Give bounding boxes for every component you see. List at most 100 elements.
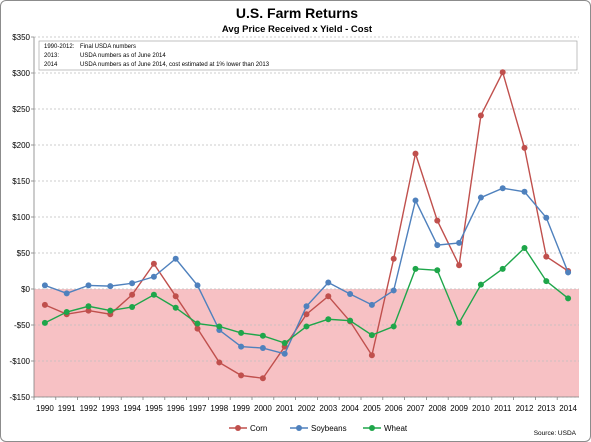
x-tick-label: 2002 (298, 404, 316, 413)
legend-swatch-marker (369, 425, 375, 431)
soybeans-point (129, 280, 136, 287)
wheat-point (390, 323, 397, 330)
note-label-1: 1990-2012: (44, 44, 75, 50)
wheat-point (63, 309, 70, 316)
y-tick-label: $0 (21, 285, 30, 294)
x-tick-label: 2009 (450, 404, 468, 413)
y-tick-label: -$100 (10, 357, 31, 366)
wheat-point (303, 323, 310, 330)
x-tick-label: 2007 (407, 404, 425, 413)
y-tick-label: $300 (12, 69, 30, 78)
x-tick-label: 1998 (210, 404, 228, 413)
corn-point (238, 372, 245, 379)
corn-point (434, 217, 441, 224)
note-text-2: USDA numbers as of June 2014 (80, 53, 166, 59)
wheat-point (194, 320, 201, 327)
wheat-point (172, 304, 179, 311)
soybeans-point (41, 282, 48, 289)
x-tick-label: 1995 (145, 404, 163, 413)
legend-item-soybeans: Soybeans (290, 424, 347, 433)
notes-box: 1990-2012: Final USDA numbers 2013: USDA… (38, 40, 578, 71)
corn-point (499, 69, 506, 76)
wheat-point (281, 340, 288, 346)
legend-label-corn: Corn (250, 424, 267, 433)
x-tick-label: 2005 (363, 404, 381, 413)
soybeans-point (303, 303, 310, 310)
wheat-point (477, 281, 484, 288)
wheat-point (521, 244, 528, 251)
series-layer (41, 69, 572, 382)
soybeans-point (172, 255, 179, 262)
wheat-point (412, 265, 419, 272)
corn-point (259, 375, 266, 382)
corn-point (368, 352, 375, 359)
corn-point (303, 311, 310, 318)
x-tick-label: 2013 (537, 404, 555, 413)
x-tick-label: 1997 (189, 404, 207, 413)
x-tick-label: 1992 (80, 404, 98, 413)
corn-point (172, 293, 179, 300)
wheat-point (325, 316, 332, 323)
y-axis-ticks: -$150 -$100 -$50 $0 $50 $100 $150 $200 $250 $300 $… (10, 33, 34, 402)
y-tick-label: $100 (12, 213, 30, 222)
x-tick-label: 2001 (276, 404, 294, 413)
x-tick-label: 1994 (123, 404, 141, 413)
wheat-point (456, 319, 463, 326)
wheat-point (216, 323, 223, 330)
x-tick-label: 1999 (232, 404, 250, 413)
corn-point (129, 291, 136, 298)
corn-point (41, 301, 48, 308)
x-tick-label: 2000 (254, 404, 272, 413)
x-tick-label: 1991 (58, 404, 76, 413)
corn-point (216, 359, 223, 366)
corn-point (477, 112, 484, 119)
soybeans-point (150, 273, 157, 280)
wheat-point (129, 304, 136, 310)
x-tick-label: 2010 (472, 404, 490, 413)
legend-item-wheat: Wheat (363, 424, 408, 433)
wheat-point (150, 291, 157, 298)
soybeans-point (63, 290, 70, 297)
notes-box-border (38, 40, 578, 71)
wheat-point (107, 307, 114, 314)
wheat-point (238, 329, 245, 336)
x-tick-label: 2011 (494, 404, 512, 413)
note-text-1: Final USDA numbers (80, 44, 136, 50)
y-tick-label: $200 (12, 141, 30, 150)
wheat-point (259, 332, 266, 339)
wheat-point (565, 295, 572, 302)
soybeans-point (368, 301, 375, 308)
y-tick-label: $350 (12, 33, 30, 42)
soybeans-point (499, 185, 506, 192)
x-tick-label: 1990 (36, 404, 54, 413)
legend-item-corn: Corn (229, 424, 267, 433)
x-tick-label: 1996 (167, 404, 185, 413)
soybeans-point (238, 343, 245, 350)
wheat-point (85, 303, 92, 310)
x-tick-label: 2003 (319, 404, 337, 413)
corn-point (456, 262, 463, 269)
soybeans-point (521, 188, 528, 195)
soybeans-point (325, 279, 332, 286)
legend-swatch-marker (235, 425, 241, 431)
x-tick-label: 2008 (428, 404, 446, 413)
corn-point (150, 260, 157, 267)
legend: Corn Soybeans Wheat (229, 424, 408, 433)
x-tick-label: 2012 (516, 404, 534, 413)
note-label-2: 2013: (44, 53, 59, 59)
corn-point (390, 255, 397, 262)
x-tick-label: 2006 (385, 404, 403, 413)
soybeans-point (412, 197, 419, 204)
x-tick-label: 2014 (559, 404, 577, 413)
y-tick-label: -$50 (14, 321, 31, 330)
corn-point (194, 325, 201, 332)
corn-point (543, 253, 550, 260)
legend-label-wheat: Wheat (384, 424, 408, 433)
y-tick-label: -$150 (10, 393, 31, 402)
soybeans-point (347, 291, 354, 298)
soybeans-point (565, 269, 572, 276)
y-tick-label: $150 (12, 177, 30, 186)
wheat-point (543, 278, 550, 285)
soybeans-point (477, 194, 484, 201)
